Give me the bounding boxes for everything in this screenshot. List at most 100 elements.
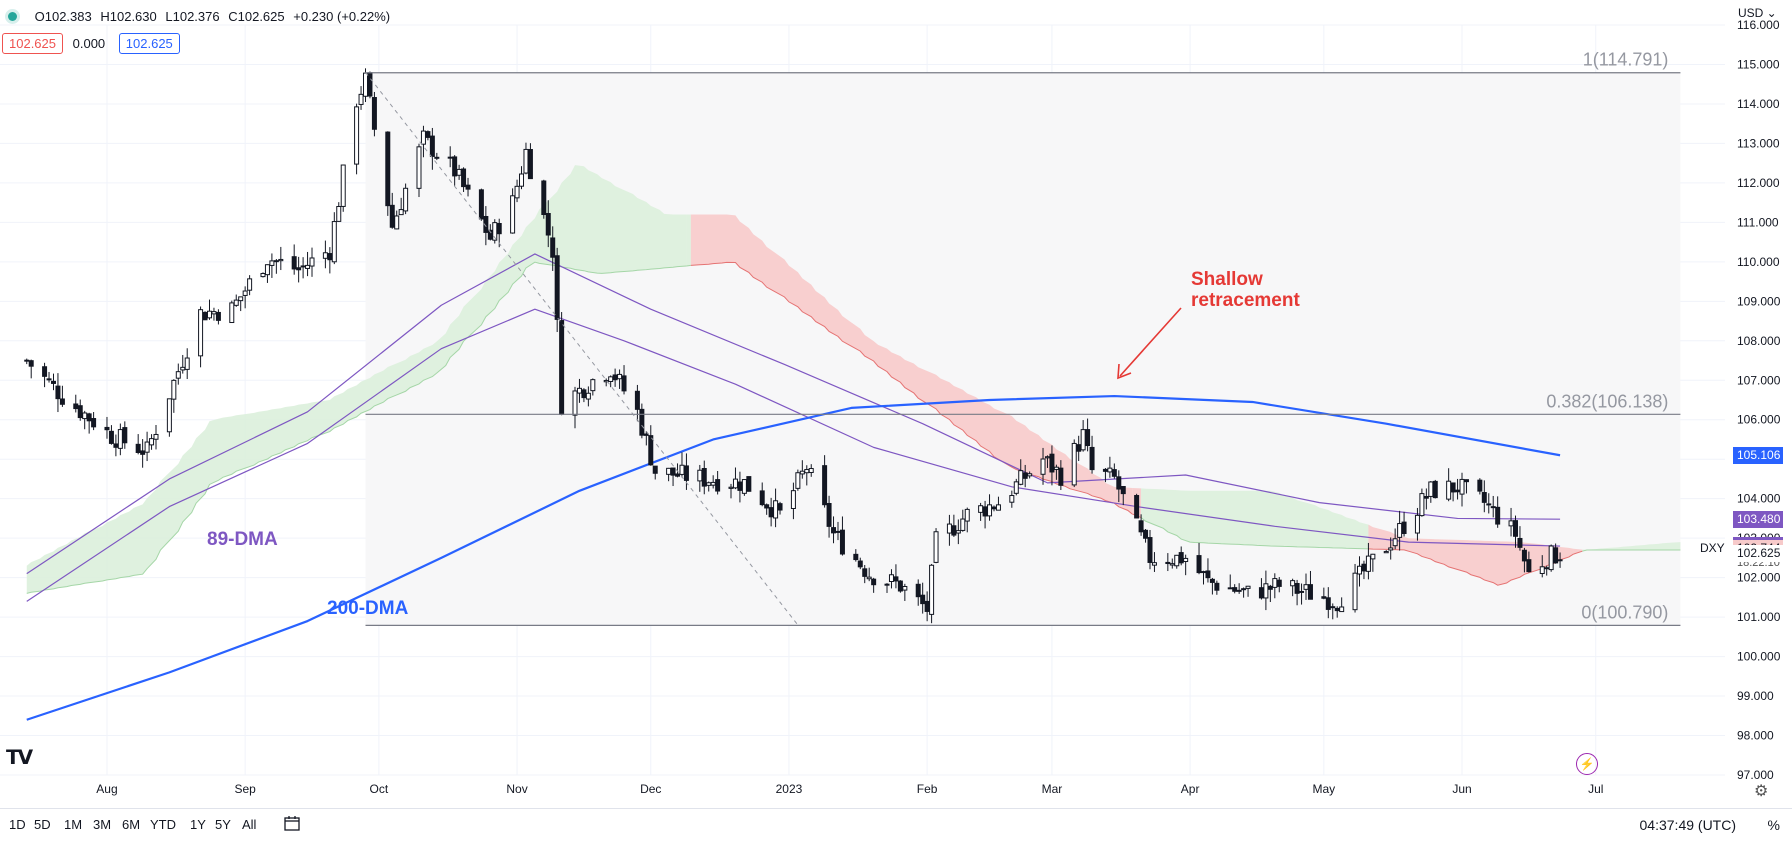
- range-button-ytd[interactable]: YTD: [150, 817, 176, 832]
- cloud-bullish: [1141, 488, 1360, 549]
- candle-body: [759, 490, 765, 506]
- candle-body: [273, 260, 279, 263]
- annotation-arrow: [1119, 307, 1182, 377]
- candle-body: [581, 389, 587, 399]
- candle-body: [559, 320, 565, 415]
- candle-body: [456, 168, 462, 176]
- tradingview-logo-icon[interactable]: 𝗧𝗩: [6, 747, 33, 769]
- candle-body: [425, 131, 431, 138]
- candle-body: [982, 506, 988, 517]
- candle-body: [1174, 554, 1180, 567]
- range-button-5y[interactable]: 5Y: [215, 817, 231, 832]
- x-axis[interactable]: Aug Sep Oct Nov Dec 2023 Feb Mar Apr May Jun Jul: [96, 782, 1603, 796]
- y-tick-label: 98.000: [1737, 729, 1774, 743]
- calendar-icon[interactable]: [284, 815, 300, 831]
- percent-toggle[interactable]: %: [1767, 817, 1780, 833]
- candle-body: [608, 376, 614, 382]
- candle-body: [790, 490, 796, 510]
- candle-body: [389, 204, 395, 228]
- y-tick-label: 116.000: [1737, 18, 1780, 32]
- candle-body: [1303, 584, 1309, 590]
- candle-body: [1214, 582, 1220, 591]
- candle-body: [1143, 529, 1149, 539]
- candle-body: [732, 478, 738, 489]
- candle-body: [144, 441, 150, 453]
- candle-body: [915, 583, 921, 598]
- x-tick-label: Apr: [1181, 782, 1200, 796]
- candle-body: [764, 504, 770, 509]
- candle-body: [202, 311, 208, 321]
- candle-body: [1294, 582, 1300, 594]
- cloud-bearish: [1573, 548, 1583, 555]
- range-button-3m[interactable]: 3M: [93, 817, 112, 832]
- fib-label: 0(100.790): [1581, 602, 1668, 622]
- range-button-6m[interactable]: 6M: [122, 817, 141, 832]
- sell-price-box[interactable]: 102.625: [2, 33, 63, 54]
- candle-body: [1321, 596, 1327, 599]
- fib-label: 0.382(106.138): [1546, 391, 1668, 411]
- candle-body: [666, 467, 672, 475]
- change-value: +0.230 (+0.22%): [293, 9, 391, 24]
- candle-body: [884, 583, 890, 586]
- candle-body: [826, 502, 832, 527]
- candle-body: [1299, 590, 1305, 593]
- candle-body: [1361, 563, 1367, 572]
- cloud-edge: [686, 264, 691, 267]
- cloud-bearish: [690, 214, 1133, 514]
- low-value: L102.376: [165, 9, 220, 24]
- candle-body: [710, 481, 716, 486]
- candle-body: [1450, 482, 1456, 493]
- candle-body: [296, 267, 302, 271]
- y-tick-label: 113.000: [1737, 136, 1780, 150]
- candle-body: [108, 430, 114, 444]
- range-button-all[interactable]: All: [242, 817, 257, 832]
- buy-price-box[interactable]: 102.625: [118, 33, 180, 54]
- currency-selector[interactable]: USD ⌄: [1738, 6, 1777, 20]
- y-tick-label: 111.000: [1737, 215, 1779, 229]
- candle-body: [1071, 442, 1077, 486]
- fib-label: 1(114.791): [1583, 50, 1669, 70]
- range-button-5d[interactable]: 5D: [34, 817, 51, 832]
- candle-body: [888, 574, 894, 583]
- candle-body: [527, 149, 533, 180]
- candle-body: [447, 156, 453, 159]
- candle-body: [1040, 458, 1046, 475]
- candle-body: [465, 184, 471, 190]
- y-tick-label: 109.000: [1737, 294, 1781, 308]
- candle-body: [363, 72, 369, 97]
- candle-body: [1196, 555, 1202, 574]
- clock-utc[interactable]: 04:37:49 (UTC): [1639, 817, 1736, 833]
- candle-body: [737, 481, 743, 491]
- candle-body: [1508, 520, 1514, 527]
- candle-body: [585, 392, 591, 400]
- candle-body: [612, 374, 618, 381]
- chart-canvas[interactable]: 1(114.791) 0.382(106.138) 0(100.790) 116.0…: [0, 0, 1792, 808]
- candle-body: [496, 222, 502, 235]
- candle-body: [1388, 547, 1394, 551]
- candle-body: [590, 379, 596, 392]
- candle-body: [309, 257, 315, 267]
- range-button-1m[interactable]: 1M: [64, 817, 83, 832]
- candle-body: [1267, 585, 1273, 590]
- y-axis[interactable]: 116.000 115.000 114.000 113.000 112.000 111.0…: [1700, 18, 1781, 782]
- x-tick-label: Aug: [96, 782, 117, 796]
- candle-body: [1165, 561, 1171, 565]
- candle-body: [1258, 587, 1264, 599]
- candle-body: [978, 505, 984, 513]
- candle-body: [1151, 562, 1157, 566]
- candle-body: [300, 265, 306, 268]
- range-button-1y[interactable]: 1Y: [190, 817, 206, 832]
- x-tick-label: Jun: [1452, 782, 1471, 796]
- range-button-1d[interactable]: 1D: [9, 817, 26, 832]
- candle-body: [238, 296, 244, 302]
- bid-ask-row: 102.625 0.000 102.625: [2, 33, 186, 54]
- cloud-bearish: [1368, 524, 1574, 586]
- lightning-icon[interactable]: ⚡: [1576, 753, 1598, 775]
- candle-body: [1263, 583, 1269, 599]
- candle-body: [77, 405, 83, 419]
- gear-icon[interactable]: ⚙: [1754, 783, 1769, 800]
- candle-body: [991, 506, 997, 510]
- candle-body: [229, 302, 235, 324]
- candle-body: [211, 311, 217, 315]
- x-tick-label: Sep: [234, 782, 256, 796]
